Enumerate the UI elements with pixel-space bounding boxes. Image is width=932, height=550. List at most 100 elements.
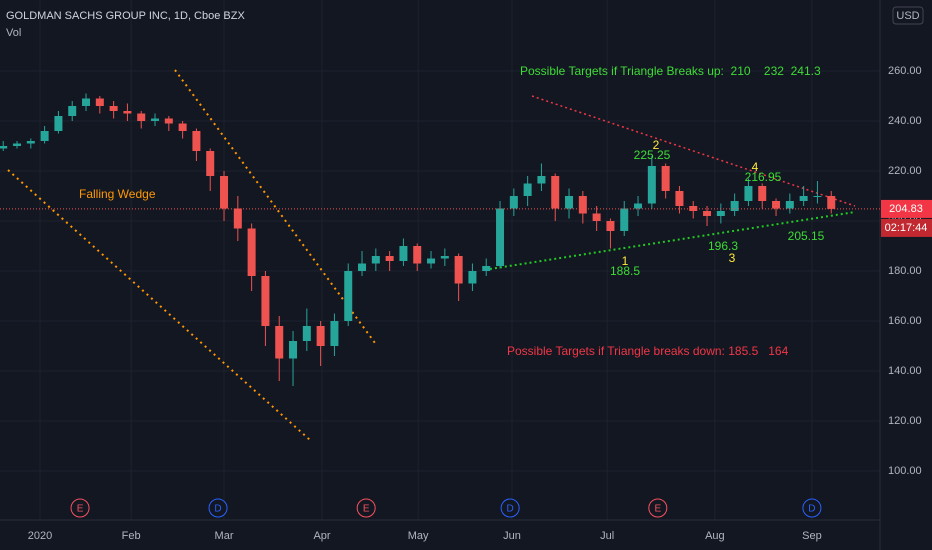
y-tick-label: 240.00 [888,115,922,127]
candle-body [565,196,574,209]
candle-body [468,271,477,284]
event-label: D [808,504,815,515]
event-label: D [214,504,221,515]
candle-body [551,176,560,209]
annotation: 216.95 [745,170,782,184]
candle-body [220,176,229,209]
candle-body [509,196,518,209]
currency[interactable]: USD [896,10,919,22]
annotation: 205.15 [788,229,825,243]
candle-body [440,256,449,259]
candle-body [247,228,256,276]
y-tick-label: 260.00 [888,65,922,77]
candle-body [82,98,91,106]
event-marker [802,498,822,518]
x-tick-label: Mar [215,530,234,542]
candle-body [302,326,311,341]
triangle-lower-line [489,211,856,270]
candle-body [178,123,187,131]
candle-body [427,258,436,264]
volume-label: Vol [6,27,21,39]
annotation: 196.3 [708,239,738,253]
candle-body [537,176,546,184]
candle-body [413,246,422,264]
candle-body [730,201,739,211]
annotation: 188.5 [610,264,640,278]
candle-body [54,116,63,131]
plot [0,93,836,386]
annotation: Falling Wedge [79,187,156,201]
candle-body [661,166,670,191]
candle-body [482,266,491,271]
candle-body [454,256,463,284]
annotation: 4 [752,160,759,174]
candle-body [716,211,725,216]
x-tick-label: Feb [122,530,141,542]
candle-body [703,211,712,216]
x-tick-label: Aug [705,530,725,542]
candle-body [261,276,270,326]
candle-body [275,326,284,359]
event-marker [70,498,90,518]
y-tick-label: 180.00 [888,265,922,277]
candle-body [68,106,77,116]
candle-body [109,106,118,111]
candle-body [496,208,505,266]
candle-body [40,131,49,141]
candle-body [385,256,394,261]
triangle-upper-line [531,95,856,207]
candle-body [358,263,367,271]
event-marker [208,498,228,518]
candle-body [606,221,615,231]
candle-body [0,146,8,149]
x-tick-label: 2020 [28,530,52,542]
annotation: 225.25 [634,148,671,162]
candle-body [233,208,242,229]
candle-body [620,208,629,231]
candle-body [772,201,781,209]
y-tick-label: 120.00 [888,415,922,427]
candle-body [206,151,215,176]
x-tick-label: May [408,530,429,542]
annotation: Possible Targets if Triangle Breaks up: … [520,64,821,78]
annotation: 1 [622,254,629,268]
candle-body [123,111,132,114]
symbol-title: GOLDMAN SACHS GROUP INC, 1D, Cboe BZX [6,10,245,22]
x-tick-label: Apr [313,530,330,542]
candle-body [523,183,532,196]
last-price-tag [881,199,932,218]
candle-body [758,186,767,201]
currency-box[interactable] [892,6,924,25]
candle-body [399,246,408,261]
y-tick-label: 220.00 [888,165,922,177]
candle-body [289,341,298,359]
annotation: Possible Targets if Triangle breaks down… [507,344,789,358]
wedge-line-upper [174,69,376,344]
candle-body [137,113,146,121]
event-label: E [363,504,370,515]
event-label: D [507,504,514,515]
annotation: 2 [653,138,660,152]
candle-body [634,203,643,209]
candle-body [316,326,325,346]
y-tick-label: 160.00 [888,315,922,327]
candle-body [799,196,808,201]
event-marker [356,498,376,518]
candle-body [13,143,22,146]
x-tick-label: Sep [802,530,822,542]
event-label: E [77,504,84,515]
candle-body [26,141,35,144]
candle-body [744,186,753,201]
candle-body [592,213,601,221]
candle-body [95,98,104,106]
candle-body [675,191,684,206]
candle-body [151,118,160,121]
candle-body [330,321,339,346]
annotation: 3 [729,251,736,265]
y-tick-label: 100.00 [888,465,922,477]
candle-body [371,256,380,264]
candle-body [578,196,587,214]
candle-body [647,166,656,204]
